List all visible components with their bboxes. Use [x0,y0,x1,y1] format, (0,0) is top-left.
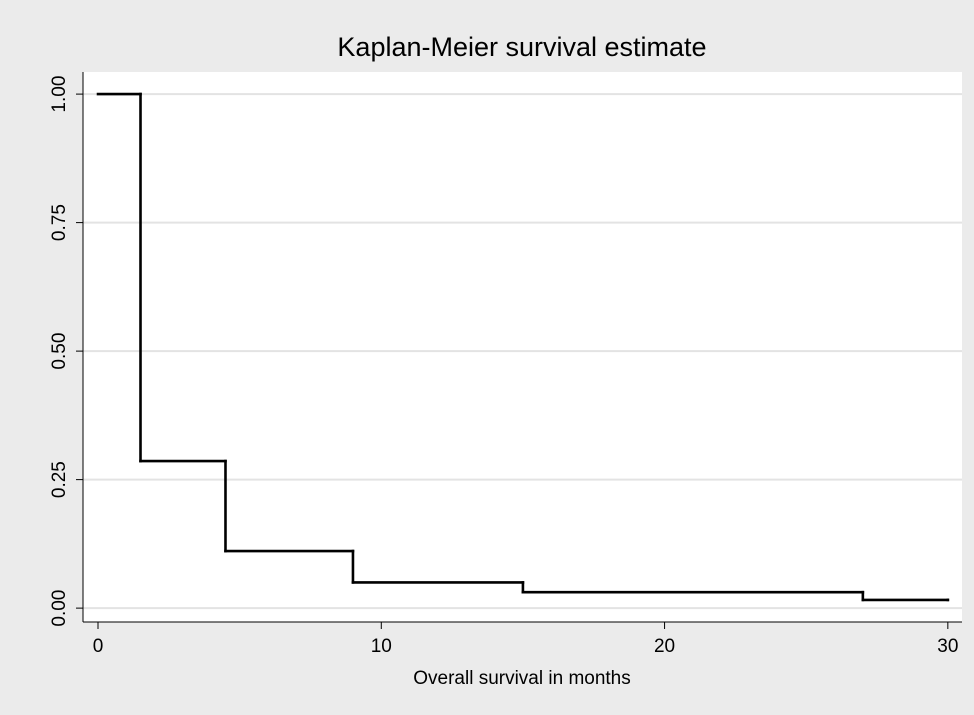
x-axis-label: Overall survival in months [413,668,631,689]
y-tick-label: 0.50 [49,333,70,370]
y-tick-label: 1.00 [49,76,70,113]
chart-title: Kaplan-Meier survival estimate [337,32,706,62]
x-tick-label: 10 [371,636,392,657]
y-tick-label: 0.75 [49,204,70,241]
x-tick-label: 30 [937,636,958,657]
y-tick-label: 0.00 [49,590,70,627]
x-tick-label: 0 [93,636,104,657]
y-tick-label: 0.25 [49,461,70,498]
x-tick-label: 20 [654,636,675,657]
plot-area [83,72,962,622]
